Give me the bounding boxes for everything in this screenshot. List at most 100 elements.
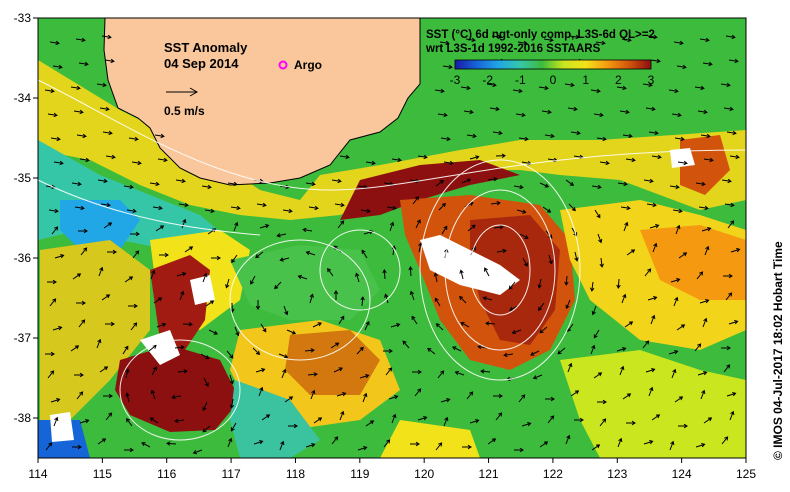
current-arrow-icon [182, 322, 193, 327]
current-arrow-icon [696, 271, 704, 280]
land-western-australia [103, 17, 421, 186]
current-arrow-icon [645, 106, 656, 112]
ssh-contours [37, 79, 747, 441]
current-arrow-icon [652, 242, 658, 253]
current-arrow-icon [383, 439, 391, 448]
current-arrow-icon [480, 369, 491, 374]
map-date: 04 Sep 2014 [164, 56, 239, 71]
current-arrow-icon [174, 345, 185, 350]
current-arrow-icon [211, 255, 221, 261]
current-arrow-icon [537, 278, 542, 289]
current-arrow-icon [255, 368, 266, 373]
current-arrow-icon [230, 205, 241, 211]
current-arrow-icon [105, 412, 113, 421]
current-arrow-icon [76, 391, 84, 400]
current-arrow-icon [256, 202, 267, 208]
current-arrow-icon [284, 396, 294, 403]
lon-tick-label: 122 [543, 467, 563, 481]
current-arrow-icon [649, 224, 660, 229]
current-arrow-icon [76, 133, 87, 139]
current-arrow-icon [279, 184, 290, 190]
current-arrow-icon [261, 414, 271, 421]
current-arrow-icon [47, 370, 55, 379]
current-arrow-icon [202, 272, 208, 283]
current-arrow-icon [485, 321, 496, 326]
current-arrow-icon [202, 425, 211, 433]
current-arrow-icon [124, 276, 134, 283]
current-arrow-icon [362, 392, 368, 403]
current-arrow-icon [80, 247, 88, 256]
current-arrow-icon [255, 251, 264, 259]
colorbar: -3 -2 -1 0 1 2 3 [450, 59, 655, 87]
current-arrow-icon [597, 233, 603, 244]
current-arrow-icon [439, 40, 450, 46]
current-arrow-icon [53, 160, 64, 166]
current-arrow-icon [410, 441, 420, 447]
current-arrow-icon [359, 374, 370, 379]
current-arrow-icon [174, 418, 185, 424]
current-arrow-icon [703, 417, 713, 424]
current-arrow-icon [548, 254, 553, 265]
current-arrow-icon [310, 389, 316, 400]
current-arrow-icon [97, 178, 108, 184]
current-arrow-icon [304, 348, 315, 353]
current-arrow-icon [391, 157, 402, 163]
current-arrow-icon [125, 392, 130, 403]
current-arrow-icon [52, 64, 63, 70]
current-arrow-icon [122, 345, 129, 355]
current-arrow-icon [234, 326, 240, 337]
current-arrow-icon [408, 266, 413, 277]
current-arrow-icon [360, 208, 371, 214]
current-arrow-icon [513, 184, 524, 190]
current-arrow-icon [567, 106, 578, 112]
current-arrow-icon [365, 420, 375, 427]
current-arrow-icon [519, 233, 529, 239]
colorbar-tick-label: -3 [450, 73, 461, 87]
current-arrow-icon [123, 184, 134, 190]
current-arrow-icon [514, 447, 524, 453]
current-arrow-icon [599, 160, 610, 166]
current-arrow-icon [493, 393, 503, 399]
current-arrow-icon [626, 249, 636, 256]
current-arrow-icon [384, 293, 389, 304]
current-arrow-icon [701, 227, 712, 232]
current-arrow-icon [522, 257, 528, 267]
current-arrow-icon [71, 181, 82, 187]
current-arrow-icon [357, 446, 368, 451]
current-arrow-icon [597, 399, 607, 405]
current-arrow-icon [96, 82, 107, 88]
current-arrow-icon [486, 82, 497, 88]
current-arrow-icon [648, 130, 659, 136]
current-arrow-icon [723, 364, 731, 373]
current-arrow-icon [466, 133, 477, 139]
map-title: SST Anomaly [164, 40, 248, 55]
current-arrow-icon [98, 266, 104, 277]
current-arrow-icon [619, 109, 630, 115]
current-arrow-icon [253, 440, 264, 445]
current-arrow-icon [623, 221, 629, 232]
lon-tick-label: 125 [736, 467, 756, 481]
current-arrow-icon [539, 326, 548, 334]
current-arrow-icon [50, 136, 61, 142]
current-arrow-icon [260, 323, 267, 333]
current-arrow-icon [530, 350, 540, 356]
reference-description: wrt L3S-1d 1992-2016 SSTAARS [425, 43, 601, 55]
current-arrow-icon [336, 392, 347, 397]
current-arrow-icon [278, 353, 289, 359]
current-arrow-icon [495, 153, 506, 159]
current-arrow-icon [698, 205, 709, 211]
current-arrow-icon [622, 393, 632, 400]
current-arrow-icon [642, 82, 653, 88]
latitude-axis: -33 -34 -35 -36 -37 -38 [14, 11, 38, 425]
current-arrow-icon [590, 88, 601, 94]
current-arrow-icon [593, 329, 600, 339]
current-arrow-icon [152, 205, 163, 211]
current-arrow-icon [512, 88, 523, 94]
current-arrow-icon [593, 372, 603, 379]
current-arrow-icon [521, 422, 532, 427]
current-arrow-icon [443, 416, 449, 427]
current-arrow-icon [626, 420, 636, 426]
current-arrow-icon [151, 366, 157, 376]
current-arrow-icon [331, 178, 342, 184]
current-arrow-icon [726, 130, 737, 136]
